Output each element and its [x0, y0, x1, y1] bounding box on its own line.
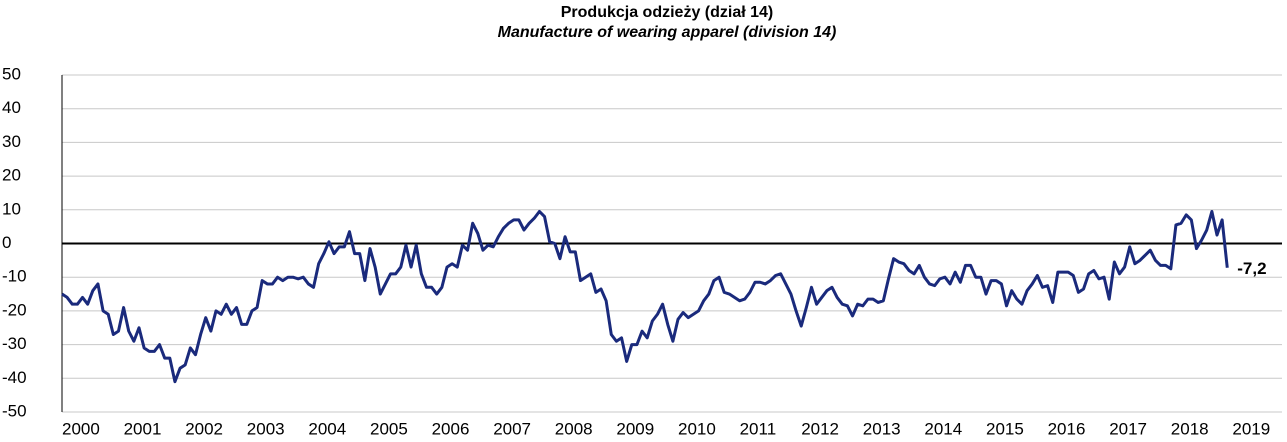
y-tick-label: 0: [2, 233, 11, 252]
x-tick-label: 2004: [308, 419, 346, 438]
y-tick-label: -40: [2, 368, 27, 387]
x-tick-label: 2010: [678, 419, 716, 438]
x-tick-label: 2000: [62, 419, 100, 438]
x-tick-label: 2003: [247, 419, 285, 438]
y-tick-label: -30: [2, 334, 27, 353]
x-tick-label: 2012: [801, 419, 839, 438]
x-tick-label: 2018: [1171, 419, 1209, 438]
x-tick-label: 2006: [432, 419, 470, 438]
y-tick-label: -20: [2, 300, 27, 319]
x-tick-label: 2015: [986, 419, 1024, 438]
x-tick-label: 2019: [1232, 419, 1270, 438]
data-line: [61, 209, 1229, 384]
x-tick-label: 2005: [370, 419, 408, 438]
chart-subtitle: Manufacture of wearing apparel (division…: [498, 24, 837, 41]
y-tick-label: -10: [2, 267, 27, 286]
data-label: -7,2: [1237, 259, 1266, 278]
x-tick-label: 2011: [740, 419, 777, 438]
x-tick-label: 2017: [1109, 419, 1147, 438]
x-tick-label: 2002: [185, 419, 223, 438]
y-tick-label: 20: [2, 166, 21, 185]
x-tick-label: 2008: [555, 419, 593, 438]
x-tick-label: 2014: [924, 419, 962, 438]
x-tick-label: 2001: [124, 419, 162, 438]
y-tick-label: 30: [2, 132, 21, 151]
x-tick-label: 2013: [863, 419, 901, 438]
x-tick-label: 2007: [493, 419, 531, 438]
y-tick-label: -50: [2, 401, 27, 420]
y-tick-label: 50: [2, 64, 21, 83]
x-tick-label: 2009: [616, 419, 654, 438]
chart-title: Produkcja odzieży (dział 14): [561, 4, 774, 21]
y-tick-label: 40: [2, 98, 21, 117]
x-tick-label: 2016: [1048, 419, 1086, 438]
y-tick-label: 10: [2, 199, 21, 218]
